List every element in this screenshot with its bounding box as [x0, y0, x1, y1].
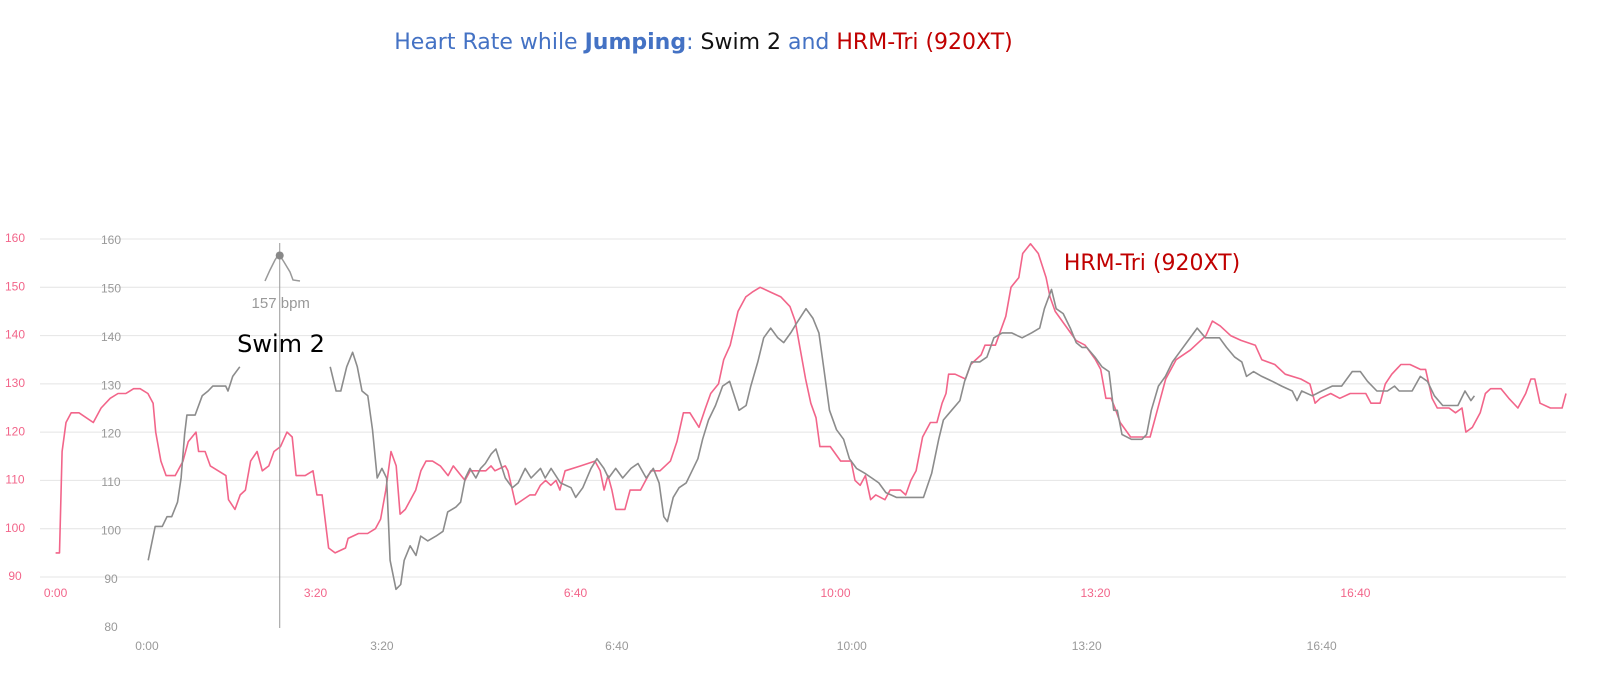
y-tick-label: 140 [101, 330, 121, 344]
title-part: : [686, 30, 694, 55]
tooltip-point [275, 251, 284, 260]
x-tick-label: 13:20 [1072, 639, 1102, 653]
x-tick-label: 3:20 [370, 639, 394, 653]
y-tick-label: 110 [5, 473, 24, 487]
x-tick-label: 6:40 [605, 639, 629, 653]
series-line [55, 243, 1567, 554]
x-tick-label: 16:40 [1307, 639, 1337, 653]
title-part: Heart Rate while [394, 30, 578, 55]
title-part: HRM-Tri (920XT) [836, 30, 1013, 55]
title-part: Swim 2 [700, 30, 782, 55]
chart-title: Heart Rate while Jumping: Swim 2 and HRM-Tri… [0, 30, 1400, 55]
series-line [147, 288, 1476, 591]
y-tick-label: 80 [104, 620, 118, 634]
series-label: HRM-Tri (920XT) [1064, 251, 1240, 276]
y-tick-label: 160 [101, 233, 121, 247]
x-tick-label: 16:40 [1340, 586, 1370, 600]
y-tick-label: 150 [101, 282, 121, 296]
x-tick-label: 10:00 [837, 639, 867, 653]
x-tick-label: 3:20 [304, 586, 328, 600]
y-tick-label: 90 [8, 569, 22, 583]
x-tick-label: 13:20 [1080, 586, 1110, 600]
title-part: and [788, 30, 830, 55]
y-tick-label: 130 [101, 378, 121, 392]
y-tick-label: 90 [104, 572, 118, 586]
tooltip-label: 157 bpm [252, 295, 310, 312]
x-tick-label: 6:40 [564, 586, 588, 600]
x-tick-label: 0:00 [44, 586, 68, 600]
y-tick-label: 140 [5, 328, 25, 342]
y-tick-label: 100 [5, 521, 25, 535]
y-tick-label: 120 [5, 424, 25, 438]
y-tick-label: 120 [101, 427, 121, 441]
series-label: Swim 2 [237, 330, 325, 358]
x-tick-label: 0:00 [135, 639, 159, 653]
title-part: Jumping [584, 30, 687, 55]
y-tick-label: 150 [5, 279, 25, 293]
y-tick-label: 160 [5, 231, 25, 245]
x-tick-label: 10:00 [820, 586, 850, 600]
y-tick-label: 110 [101, 475, 120, 489]
y-tick-label: 100 [101, 523, 121, 537]
y-tick-label: 130 [5, 376, 25, 390]
